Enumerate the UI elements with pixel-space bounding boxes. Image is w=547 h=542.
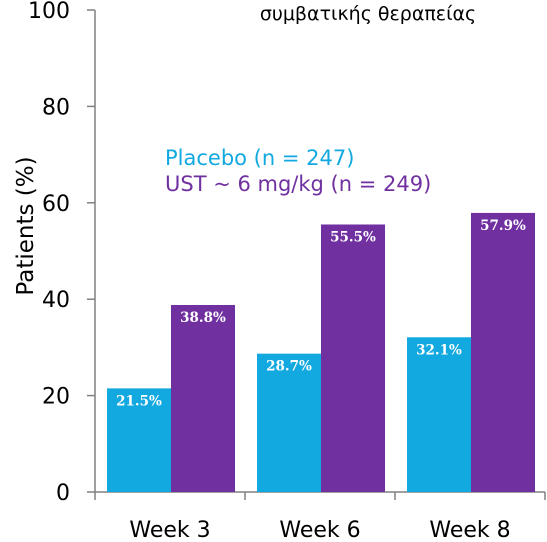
bar-placebo	[107, 388, 171, 492]
data-label: 21.5%	[116, 393, 162, 409]
y-axis-label: Patients (%)	[13, 156, 39, 295]
y-axis: 0 20 40 60 80 100	[28, 0, 96, 506]
x-axis: Week 3 Week 6 Week 8	[94, 491, 546, 542]
data-label: 57.9%	[480, 218, 526, 234]
y-tick-label: 20	[42, 385, 70, 410]
x-tick-label: Week 6	[279, 518, 360, 542]
legend: Placebo (n = 247) UST ~ 6 mg/kg (n = 249…	[165, 146, 431, 196]
data-label: 28.7%	[266, 359, 312, 375]
data-label: 32.1%	[416, 342, 462, 358]
x-tick-label: Week 3	[129, 518, 210, 542]
bars: 21.5% 38.8% 28.7% 55.5% 32.1% 57.9%	[107, 212, 535, 493]
y-tick-label: 60	[42, 192, 70, 217]
y-tick-label: 0	[56, 481, 70, 506]
legend-entry-ust: UST ~ 6 mg/kg (n = 249)	[165, 172, 431, 196]
y-tick-label: 40	[42, 288, 70, 313]
bar-placebo	[257, 353, 321, 492]
data-label: 55.5%	[330, 229, 376, 245]
y-tick-label: 100	[28, 0, 70, 24]
bar-ust	[321, 224, 385, 493]
bar-placebo	[407, 337, 471, 492]
data-label: 38.8%	[180, 310, 226, 326]
y-tick-label: 80	[42, 95, 70, 120]
legend-entry-placebo: Placebo (n = 247)	[165, 146, 354, 170]
chart-title: συμβατικής θεραπείας	[260, 3, 476, 25]
bar-ust	[171, 304, 235, 492]
x-tick-label: Week 8	[429, 518, 510, 542]
bar-ust	[471, 212, 535, 492]
